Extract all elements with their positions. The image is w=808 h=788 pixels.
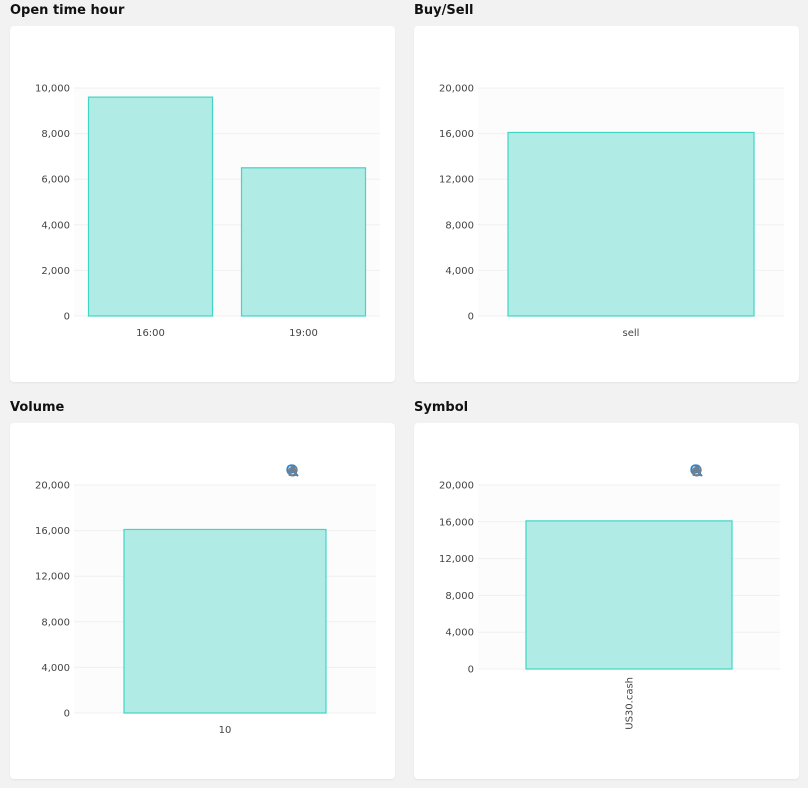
x-category-label: sell [623, 328, 640, 339]
x-category-label: 16:00 [136, 328, 165, 339]
y-tick-label: 8,000 [41, 617, 70, 628]
home-icon[interactable] [287, 464, 368, 478]
y-tick-label: 4,000 [445, 266, 474, 277]
y-tick-label: 12,000 [439, 175, 474, 186]
y-tick-label: 0 [64, 709, 70, 720]
bar-chart-buy-sell: 0 4,000 8,000 12,000 16,000 20,000 sell [439, 84, 784, 339]
y-tick-label: 8,000 [41, 129, 70, 140]
y-tick-label: 12,000 [439, 554, 474, 565]
home-icon[interactable] [691, 464, 772, 478]
chart-title-open-time-hour: Open time hour [10, 3, 125, 18]
bar-chart-open-time-hour: 0 2,000 4,000 6,000 8,000 10,000 16:00 19:00 [35, 84, 380, 339]
y-tick-label: 8,000 [445, 591, 474, 602]
y-tick-label: 4,000 [41, 663, 70, 674]
y-tick-label: 12,000 [35, 572, 70, 583]
y-tick-label: 2,000 [41, 266, 70, 277]
chart-title-symbol: Symbol [414, 400, 469, 415]
y-tick-label: 20,000 [439, 84, 474, 95]
y-tick-label: 10,000 [35, 84, 70, 95]
chart-card-buy-sell: 0 4,000 8,000 12,000 16,000 20,000 sell [414, 26, 799, 382]
y-tick-label: 8,000 [445, 220, 474, 231]
bar-16-00[interactable] [87, 96, 214, 317]
bar-chart-symbol: 0 4,000 8,000 12,000 16,000 20,000 US30.cash [439, 481, 780, 730]
chart-card-symbol: 0 4,000 8,000 12,000 16,000 20,000 US30.cash [414, 423, 799, 779]
y-tick-label: 16,000 [35, 526, 70, 537]
y-tick-label: 20,000 [35, 481, 70, 492]
y-tick-label: 4,000 [41, 220, 70, 231]
y-tick-label: 0 [64, 312, 70, 323]
bar-chart-volume: 0 4,000 8,000 12,000 16,000 20,000 10 [35, 481, 376, 736]
bar-10[interactable] [123, 528, 327, 714]
chart-card-open-time-hour: 0 2,000 4,000 6,000 8,000 10,000 16:00 19:00 [10, 26, 395, 382]
y-tick-label: 16,000 [439, 129, 474, 140]
y-tick-label: 6,000 [41, 175, 70, 186]
chart-card-volume: 0 4,000 8,000 12,000 16,000 20,000 10 [10, 423, 395, 779]
bar-sell[interactable] [507, 131, 755, 317]
y-tick-label: 0 [468, 312, 474, 323]
chart-toolbar-volume [286, 464, 368, 478]
bar-us30-cash[interactable] [525, 520, 733, 670]
x-category-label: 10 [219, 725, 232, 736]
y-tick-label: 4,000 [445, 628, 474, 639]
chart-title-volume: Volume [10, 400, 65, 415]
x-category-label: 19:00 [289, 328, 318, 339]
x-category-label: US30.cash [625, 677, 636, 730]
y-tick-label: 0 [468, 665, 474, 676]
chart-title-buy-sell: Buy/Sell [414, 3, 474, 18]
y-tick-label: 16,000 [439, 517, 474, 528]
chart-toolbar-symbol [690, 464, 772, 478]
y-tick-label: 20,000 [439, 481, 474, 492]
bar-19-00[interactable] [240, 167, 367, 317]
